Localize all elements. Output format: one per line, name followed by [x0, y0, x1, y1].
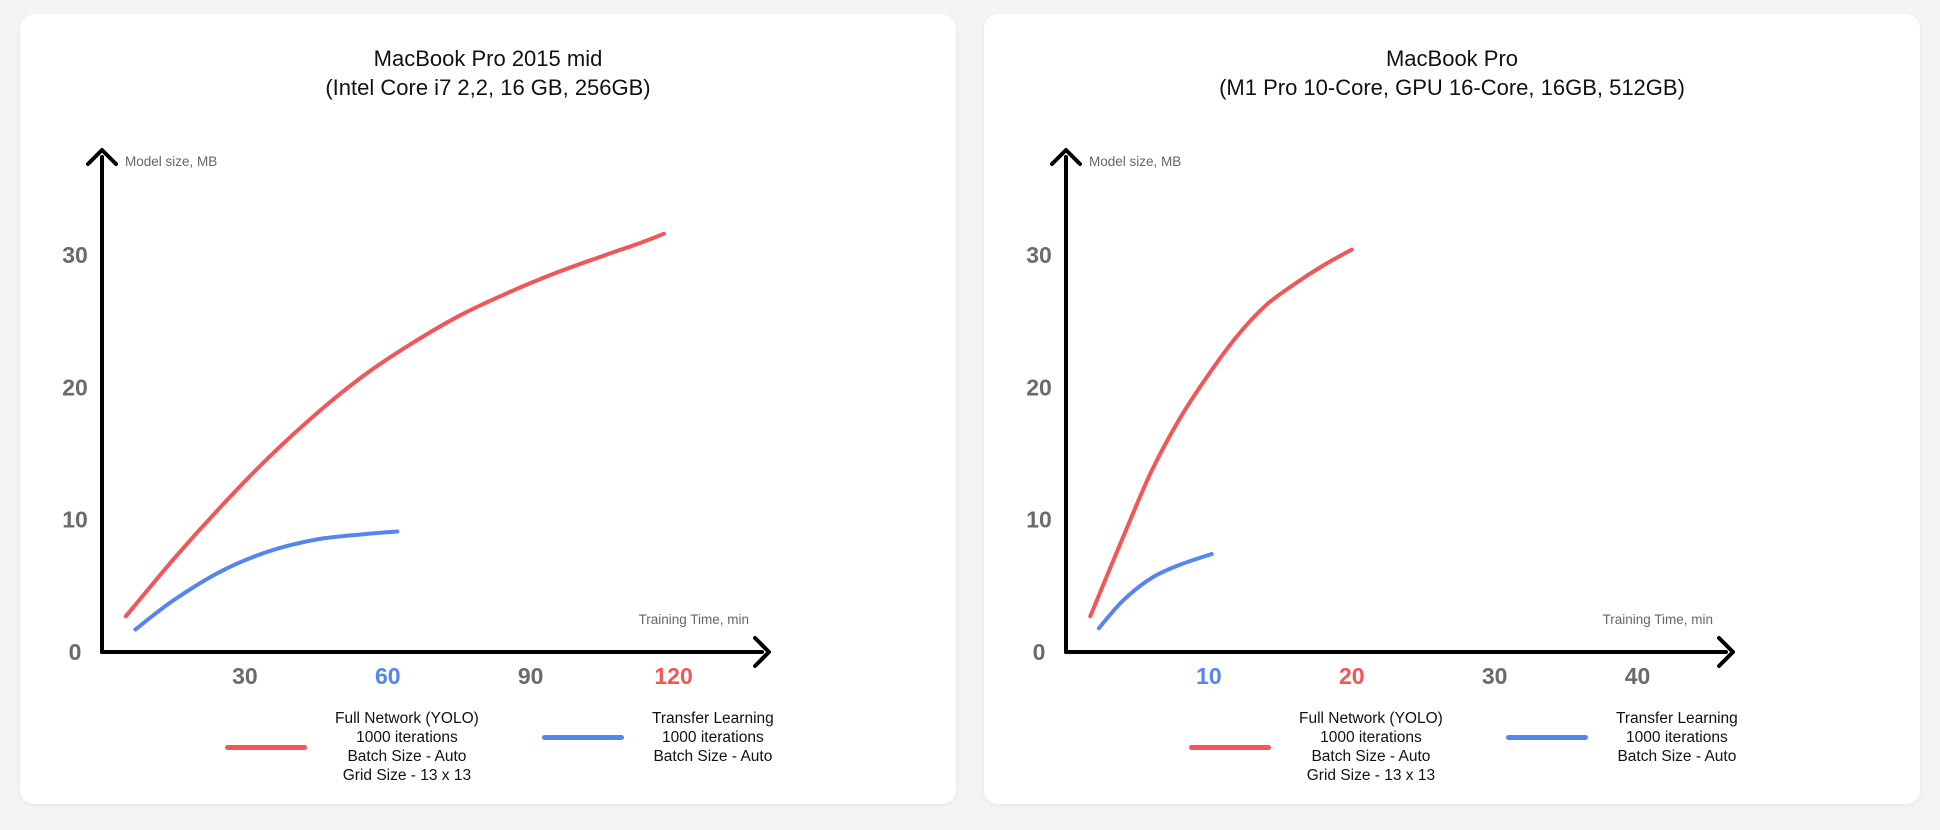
series-line-transfer-learning — [1096, 552, 1214, 631]
chart-plot-right: Model size, MB Training Time, min 0 10 20 30 1… — [1026, 148, 1735, 689]
x-axis-label: Training Time, min — [638, 612, 749, 627]
legend-line-2: 1000 iterations — [662, 729, 764, 746]
legend-line-1: Transfer Learning — [1616, 710, 1738, 727]
x-tick-label: 30 — [232, 663, 258, 689]
series-line-transfer-learning — [133, 529, 400, 632]
y-axis-arrow-icon — [86, 148, 118, 166]
legend-text: Transfer Learning 1000 iterations Batch … — [652, 709, 774, 766]
series-line-full-network — [1088, 247, 1354, 619]
chart-subtitle-line: (Intel Core i7 2,2, 16 GB, 256GB) — [325, 75, 651, 100]
y-axis-label: Model size, MB — [1089, 154, 1181, 169]
x-axis-arrow-icon — [753, 636, 771, 668]
legend-line-2: 1000 iterations — [356, 729, 458, 746]
y-tick-label: 30 — [1026, 242, 1052, 268]
x-tick-label: 90 — [518, 663, 544, 689]
legend-line-3: Batch Size - Auto — [1311, 748, 1431, 765]
chart-title-line: MacBook Pro 2015 mid — [373, 46, 603, 71]
y-tick-label: 20 — [1026, 374, 1052, 400]
chart-title-left: MacBook Pro 2015 mid (Intel Core i7 2,2,… — [20, 44, 956, 102]
chart-card-right: Model size, MB Training Time, min 0 10 20 30 1… — [984, 14, 1920, 804]
x-tick-label: 60 — [375, 663, 401, 689]
legend-text: Full Network (YOLO) 1000 iterations Batc… — [1299, 709, 1443, 785]
legend-line-3: Batch Size - Auto — [653, 748, 773, 765]
legend-line-4: Grid Size - 13 x 13 — [342, 767, 472, 784]
chart-card-left: Model size, MB Training Time, min 0 10 20 30 3… — [20, 14, 956, 804]
legend-line-1: Full Network (YOLO) — [1299, 710, 1443, 727]
x-axis-arrow-icon — [1717, 636, 1735, 668]
legend-line-3: Batch Size - Auto — [347, 748, 467, 765]
legend-full-network: Full Network (YOLO) 1000 iterations Batc… — [1189, 709, 1443, 785]
legend-full-network: Full Network (YOLO) 1000 iterations Batc… — [225, 709, 479, 785]
series-line-full-network — [123, 231, 666, 619]
legend-line-1: Full Network (YOLO) — [335, 710, 479, 727]
legend-text: Full Network (YOLO) 1000 iterations Batc… — [335, 709, 479, 785]
legend-swatch-red — [1189, 744, 1271, 750]
legend-line-1: Transfer Learning — [652, 710, 774, 727]
y-axis-label: Model size, MB — [125, 154, 217, 169]
y-tick-label: 30 — [62, 242, 88, 268]
x-tick-label: 120 — [654, 663, 692, 689]
x-axis-label: Training Time, min — [1602, 612, 1713, 627]
y-tick-label: 0 — [1033, 639, 1046, 665]
y-tick-label: 0 — [69, 639, 82, 665]
legend-swatch-blue — [542, 735, 624, 740]
x-tick-label: 40 — [1625, 663, 1651, 689]
chart-title-line: MacBook Pro — [1385, 46, 1519, 71]
legend-line-4: Grid Size - 13 x 13 — [1306, 767, 1436, 784]
x-tick-label: 30 — [1482, 663, 1508, 689]
legend-swatch-red — [225, 744, 307, 750]
x-tick-label: 10 — [1196, 663, 1222, 689]
legend-transfer-learning: Transfer Learning 1000 iterations Batch … — [1506, 709, 1738, 766]
y-tick-label: 10 — [62, 507, 88, 533]
y-tick-label: 10 — [1026, 507, 1052, 533]
legend-line-2: 1000 iterations — [1320, 729, 1422, 746]
x-tick-label: 20 — [1339, 663, 1365, 689]
legend-transfer-learning: Transfer Learning 1000 iterations Batch … — [542, 709, 774, 766]
chart-plot-left: Model size, MB Training Time, min 0 10 20 30 3… — [62, 148, 771, 689]
y-axis-arrow-icon — [1050, 148, 1082, 166]
chart-subtitle-line: (M1 Pro 10-Core, GPU 16-Core, 16GB, 512G… — [1219, 75, 1685, 100]
chart-title-right: MacBook Pro (M1 Pro 10-Core, GPU 16-Core… — [984, 44, 1920, 102]
legend-line-2: 1000 iterations — [1626, 729, 1728, 746]
legend-text: Transfer Learning 1000 iterations Batch … — [1616, 709, 1738, 766]
y-tick-label: 20 — [62, 374, 88, 400]
legend-line-3: Batch Size - Auto — [1617, 748, 1737, 765]
legend-swatch-blue — [1506, 735, 1588, 740]
